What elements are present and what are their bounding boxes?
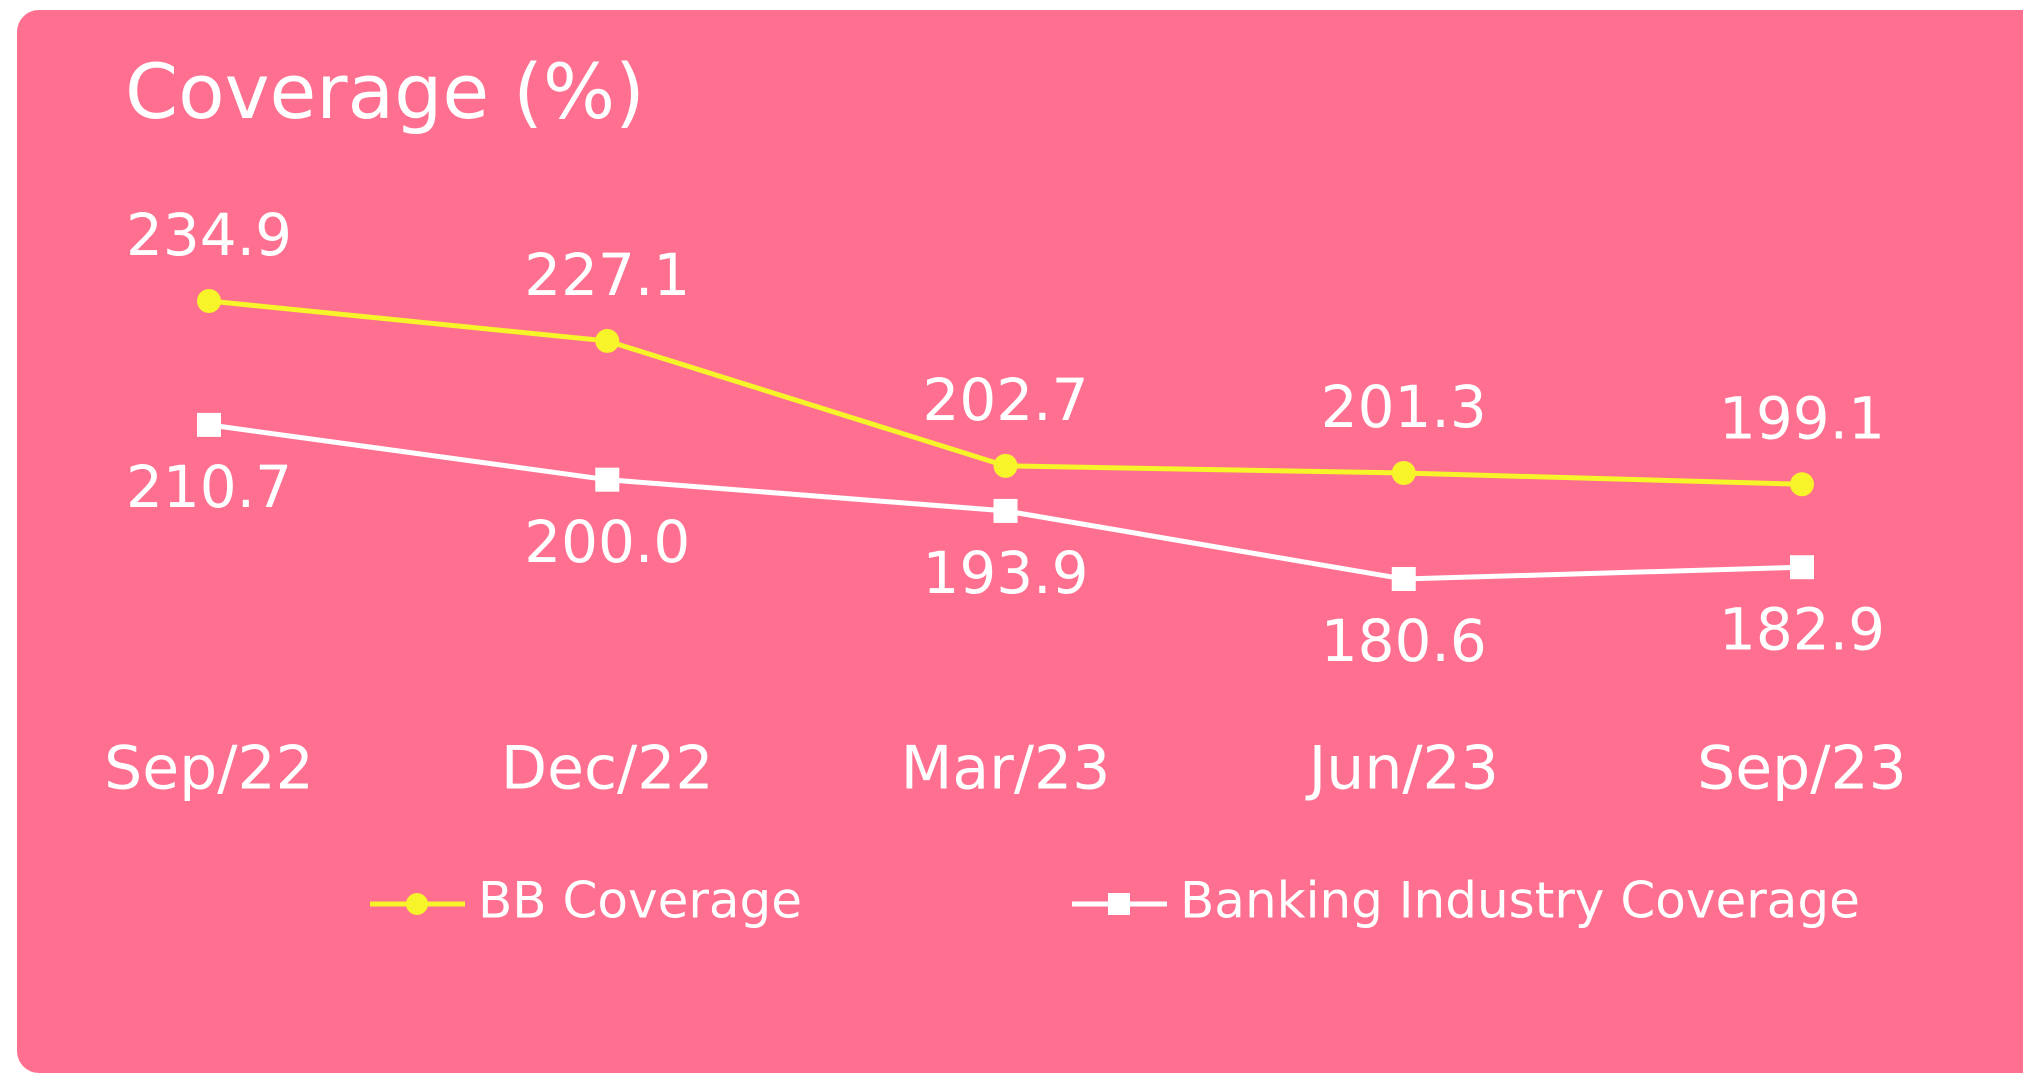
data-label: 210.7: [126, 453, 292, 521]
chart-title: Coverage (%): [125, 47, 645, 136]
marker: [406, 893, 428, 915]
x-tick-label: Jun/23: [1305, 734, 1499, 804]
data-label: 234.9: [126, 201, 292, 269]
legend-label: BB Coverage: [478, 872, 802, 930]
x-tick-label: Sep/22: [104, 734, 314, 804]
marker: [197, 412, 221, 437]
data-label: 180.6: [1321, 607, 1487, 675]
card-background: [17, 10, 2023, 1073]
data-label: 201.3: [1321, 373, 1487, 441]
marker: [1108, 893, 1130, 915]
marker: [1391, 461, 1416, 486]
x-tick-label: Sep/23: [1697, 734, 1907, 804]
marker: [993, 498, 1018, 523]
marker: [595, 467, 620, 492]
marker: [1790, 472, 1814, 497]
data-label: 193.9: [922, 539, 1088, 607]
marker: [595, 328, 620, 353]
x-tick-label: Dec/22: [501, 734, 714, 804]
marker: [993, 453, 1018, 478]
data-label: 182.9: [1719, 595, 1885, 663]
data-label: 200.0: [524, 508, 690, 576]
marker: [1391, 567, 1416, 591]
legend-label: Banking Industry Coverage: [1180, 872, 1860, 930]
data-label: 227.1: [524, 241, 690, 309]
marker: [197, 289, 221, 313]
marker: [1790, 555, 1814, 580]
data-label: 202.7: [922, 366, 1088, 434]
data-label: 199.1: [1719, 384, 1885, 452]
x-tick-label: Mar/23: [901, 734, 1111, 804]
